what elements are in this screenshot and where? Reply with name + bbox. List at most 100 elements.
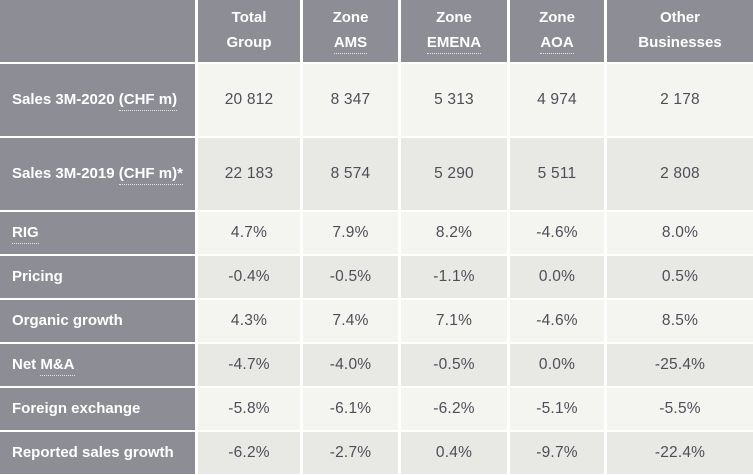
data-cell: -9.7%: [510, 432, 604, 474]
value-text: 22 183: [224, 165, 274, 182]
data-cell: 0.0%: [510, 344, 604, 386]
row-label-net-ma: Net M&A: [0, 344, 195, 386]
value-text: 5 313: [434, 91, 474, 108]
data-cell: 22 183: [198, 138, 300, 210]
row-label-text: RIG: [12, 221, 39, 246]
value-text: 8.0%: [661, 224, 699, 241]
value-text: -4.0%: [329, 356, 372, 373]
data-cell: -5.8%: [198, 388, 300, 430]
value-text: 2 178: [660, 91, 700, 108]
value-text: -9.7%: [536, 444, 578, 461]
value-text: 20 812: [224, 91, 274, 108]
data-cell: 8.2%: [401, 212, 507, 254]
header-line2: AMS: [333, 31, 369, 56]
data-cell: 7.1%: [401, 300, 507, 342]
data-cell: -1.1%: [401, 256, 507, 298]
value-text: 0.5%: [661, 268, 699, 285]
data-cell: 8.5%: [607, 300, 753, 342]
column-header-zone-emena: Zone EMENA: [401, 0, 507, 62]
value-text: 4 974: [537, 91, 577, 108]
data-cell: 4.3%: [198, 300, 300, 342]
value-text: 0.0%: [538, 268, 576, 285]
data-cell: -0.4%: [198, 256, 300, 298]
data-cell: 7.4%: [303, 300, 398, 342]
abbr-term[interactable]: RIG: [12, 223, 39, 244]
data-cell: -4.0%: [303, 344, 398, 386]
data-cell: -6.2%: [198, 432, 300, 474]
value-text: 4.7%: [230, 224, 268, 241]
data-cell: 0.4%: [401, 432, 507, 474]
header-line2: Businesses: [638, 34, 722, 51]
column-header-text: Zone AMS: [332, 6, 369, 56]
value-text: 0.0%: [538, 356, 576, 373]
data-cell: 0.5%: [607, 256, 753, 298]
row-label-rig: RIG: [0, 212, 195, 254]
data-cell: -0.5%: [303, 256, 398, 298]
value-text: -6.1%: [329, 400, 372, 417]
data-cell: 5 313: [401, 64, 507, 136]
abbr-term[interactable]: EMENA: [426, 34, 482, 54]
value-text: -1.1%: [433, 268, 475, 285]
value-text: 7.1%: [435, 312, 473, 329]
abbr-term[interactable]: AOA: [540, 34, 574, 54]
data-cell: 5 290: [401, 138, 507, 210]
data-cell: 20 812: [198, 64, 300, 136]
column-header-empty: [0, 0, 195, 62]
value-text: -4.7%: [228, 356, 270, 373]
data-cell: -6.1%: [303, 388, 398, 430]
value-text: -5.5%: [659, 400, 701, 417]
value-text: 8.2%: [435, 224, 473, 241]
data-cell: 2 178: [607, 64, 753, 136]
data-cell: 5 511: [510, 138, 604, 210]
abbr-term[interactable]: (CHF m): [118, 90, 178, 111]
value-text: -0.5%: [329, 268, 372, 285]
header-line1: Other: [659, 9, 700, 27]
value-text: 8.5%: [661, 312, 699, 329]
value-text: 8 574: [330, 165, 371, 182]
abbr-term[interactable]: (CHF m)*: [118, 164, 183, 185]
row-label-foreign-exchange: Foreign exchange: [0, 388, 195, 430]
header-line1: Zone: [436, 9, 472, 27]
value-text: -25.4%: [654, 356, 706, 373]
row-label-sales-3m-2019: Sales 3M-2019 (CHF m)*: [0, 138, 195, 210]
row-label-reported-sales-growth: Reported sales growth: [0, 432, 195, 474]
data-cell: 7.9%: [303, 212, 398, 254]
data-cell: 0.0%: [510, 256, 604, 298]
row-label-text: Organic growth: [12, 311, 123, 329]
value-text: 0.4%: [435, 444, 473, 461]
abbr-term[interactable]: M&A: [40, 355, 75, 376]
value-text: 2 808: [660, 165, 700, 182]
data-cell: -4.6%: [510, 212, 604, 254]
value-text: -6.2%: [228, 444, 270, 461]
data-cell: -5.5%: [607, 388, 753, 430]
row-label-organic-growth: Organic growth: [0, 300, 195, 342]
row-label-text: Net M&A: [12, 353, 75, 378]
column-header-text: Zone AOA: [539, 6, 575, 56]
value-text: -2.7%: [329, 444, 372, 461]
value-text: -4.6%: [536, 224, 578, 241]
column-header-zone-aoa: Zone AOA: [510, 0, 604, 62]
header-line2: AOA: [539, 31, 575, 56]
header-line1: Zone: [332, 9, 369, 27]
column-header-text: Zone EMENA: [426, 6, 482, 56]
data-cell: 8 347: [303, 64, 398, 136]
value-text: -5.8%: [228, 400, 270, 417]
data-cell: 4.7%: [198, 212, 300, 254]
header-line2: EMENA: [426, 31, 482, 56]
data-cell: -0.5%: [401, 344, 507, 386]
data-cell: -5.1%: [510, 388, 604, 430]
value-text: 5 511: [537, 165, 577, 182]
row-label-sales-3m-2020: Sales 3M-2020 (CHF m): [0, 64, 195, 136]
data-cell: -4.6%: [510, 300, 604, 342]
data-cell: -6.2%: [401, 388, 507, 430]
abbr-term[interactable]: AMS: [333, 34, 368, 54]
value-text: 8 347: [330, 91, 371, 108]
value-text: 7.9%: [332, 224, 369, 241]
row-label-text: Foreign exchange: [12, 399, 141, 417]
header-line1: Total: [231, 9, 267, 27]
value-text: -5.1%: [536, 400, 578, 417]
header-line1: Zone: [539, 9, 575, 27]
data-cell: -25.4%: [607, 344, 753, 386]
column-header-other-businesses: Other Businesses: [607, 0, 753, 62]
value-text: 4.3%: [230, 312, 268, 329]
